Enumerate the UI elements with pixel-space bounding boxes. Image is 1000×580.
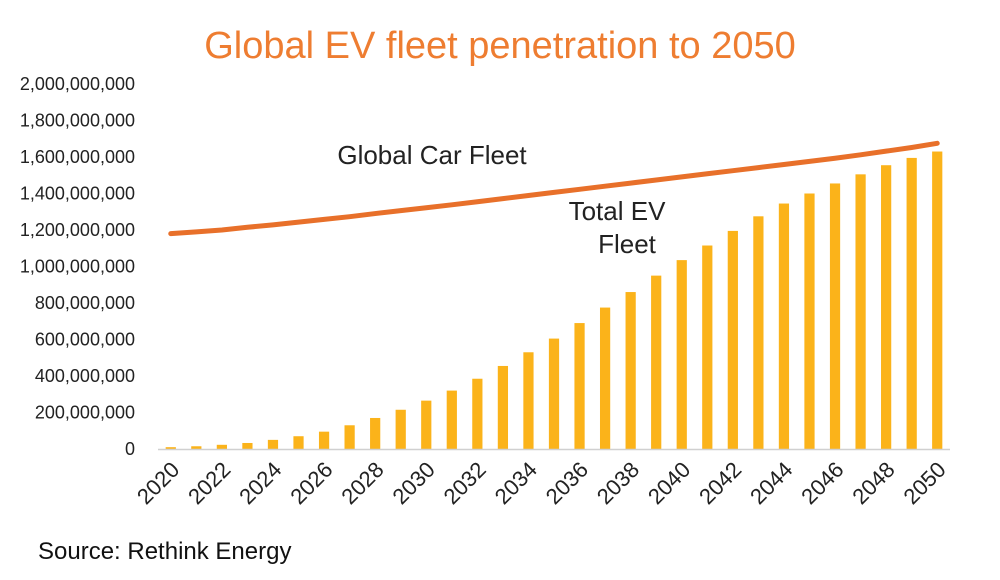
x-tick-label: 2034 xyxy=(490,457,542,509)
y-tick-label: 400,000,000 xyxy=(35,366,135,386)
ev-fleet-bar xyxy=(165,447,176,449)
ev-fleet-bar xyxy=(548,338,560,449)
ev-fleet-bar xyxy=(216,444,227,449)
x-tick-label: 2028 xyxy=(336,457,388,509)
ev-fleet-bar xyxy=(625,292,636,449)
x-tick-label: 2050 xyxy=(898,457,950,509)
car-fleet-line xyxy=(168,140,940,237)
chart-title: Global EV fleet penetration to 2050 xyxy=(204,25,796,67)
x-tick-label: 2032 xyxy=(439,457,491,509)
ev-fleet-bar xyxy=(778,203,790,449)
ev-fleet-bar xyxy=(574,323,585,449)
ev-fleet-bar xyxy=(242,442,253,449)
x-tick-label: 2036 xyxy=(541,457,593,509)
ev-fleet-bar xyxy=(906,157,917,449)
ev-fleet-bar xyxy=(497,365,509,449)
y-tick-label: 1,200,000,000 xyxy=(20,220,135,240)
y-tick-label: 1,000,000,000 xyxy=(20,257,135,277)
x-axis: 2020202220242026202820302032203420362038… xyxy=(132,457,951,509)
y-tick-label: 1,800,000,000 xyxy=(20,111,135,131)
ev-fleet-bar xyxy=(676,260,687,449)
ev-fleet-bar xyxy=(370,417,381,449)
y-axis: 0 200,000,000 400,000,000 600,000,000 800,00… xyxy=(20,74,135,459)
ev-fleet-bar xyxy=(472,378,483,449)
ev-fleet-bars xyxy=(165,151,943,449)
ev-fleet-bar xyxy=(753,216,764,449)
ev-fleet-bar xyxy=(727,230,738,449)
y-tick-label: 0 xyxy=(125,439,135,459)
ev-fleet-bar xyxy=(523,352,534,449)
y-tick-label: 200,000,000 xyxy=(35,403,135,423)
ev-fleet-bar xyxy=(702,245,713,449)
ev-fleet-bar xyxy=(651,275,662,449)
x-tick-label: 2040 xyxy=(643,457,695,509)
ev-fleet-bar xyxy=(932,151,943,449)
y-tick-label: 800,000,000 xyxy=(35,293,135,313)
ev-fleet-bar xyxy=(829,183,841,449)
ev-fleet-bar xyxy=(855,174,866,449)
ev-fleet-bar xyxy=(599,307,611,449)
y-tick-label: 1,600,000,000 xyxy=(20,147,135,167)
x-tick-label: 2042 xyxy=(694,457,746,509)
x-tick-label: 2038 xyxy=(592,457,644,509)
source-note: Source: Rethink Energy xyxy=(38,538,291,565)
annotation-ev-fleet-line2: Fleet xyxy=(598,229,657,259)
ev-fleet-bar xyxy=(446,390,457,449)
ev-fleet-bar xyxy=(421,400,432,449)
x-tick-label: 2030 xyxy=(388,457,440,509)
ev-fleet-bar xyxy=(804,193,815,449)
ev-fleet-bar xyxy=(293,436,304,449)
ev-fleet-bar xyxy=(267,439,279,449)
ev-fleet-bar xyxy=(344,425,355,449)
y-tick-label: 1,400,000,000 xyxy=(20,184,135,204)
x-tick-label: 2022 xyxy=(183,457,235,509)
x-tick-label: 2046 xyxy=(796,457,848,509)
ev-fleet-bar xyxy=(318,431,330,449)
x-tick-label: 2044 xyxy=(745,457,797,509)
x-tick-label: 2026 xyxy=(285,457,337,509)
y-tick-label: 600,000,000 xyxy=(35,330,135,350)
annotation-car-fleet: Global Car Fleet xyxy=(337,140,527,170)
y-tick-label: 2,000,000,000 xyxy=(20,74,135,94)
ev-fleet-bar xyxy=(395,409,406,449)
ev-fleet-bar xyxy=(191,446,202,449)
x-tick-label: 2048 xyxy=(847,457,899,509)
x-tick-label: 2020 xyxy=(132,457,184,509)
ev-fleet-bar xyxy=(881,165,892,449)
x-tick-label: 2024 xyxy=(234,457,286,509)
annotation-ev-fleet-line1: Total EV xyxy=(569,196,666,226)
